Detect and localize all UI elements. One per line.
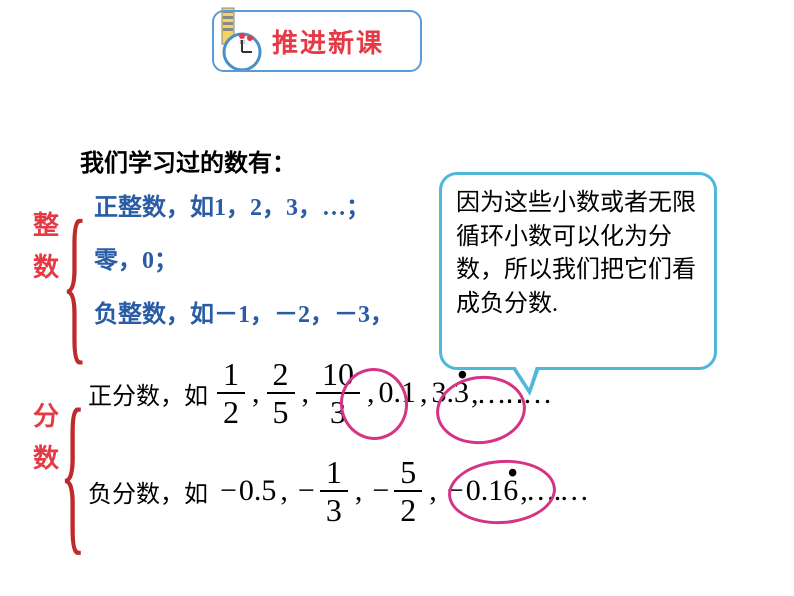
integers-brace: { xyxy=(62,182,87,384)
callout-tail-inner xyxy=(511,360,538,388)
callout-text: 因为这些小数或者无限循环小数可以化为分数，所以我们把它们看成负分数. xyxy=(456,190,696,317)
neg-frac-label: 负分数，如 xyxy=(88,474,208,509)
pos-frac-label: 正分数，如 xyxy=(88,376,208,411)
neg-frac-5-2: 52 xyxy=(394,456,422,526)
integers-label: 整数 xyxy=(33,205,61,288)
zero-line: 零，0； xyxy=(94,240,178,275)
banner-title: 推进新课 xyxy=(272,23,384,60)
fractions-label: 分数 xyxy=(33,396,61,479)
lesson-banner: 推进新课 xyxy=(212,10,422,72)
neg-frac-1-3: 13 xyxy=(320,456,348,526)
callout-bubble: 因为这些小数或者无限循环小数可以化为分数，所以我们把它们看成负分数. xyxy=(439,172,717,370)
positive-integers: 正整数，如1，2，3，…； xyxy=(94,187,370,222)
negative-integers: 负整数，如－1，－2，－3， xyxy=(94,294,394,329)
frac-1-2: 12 xyxy=(217,358,245,428)
intro-text: 我们学习过的数有： xyxy=(80,143,296,178)
neg-dec-0.5: 0.5 xyxy=(239,474,277,508)
frac-2-5: 25 xyxy=(267,358,295,428)
fractions-brace: { xyxy=(60,368,86,574)
